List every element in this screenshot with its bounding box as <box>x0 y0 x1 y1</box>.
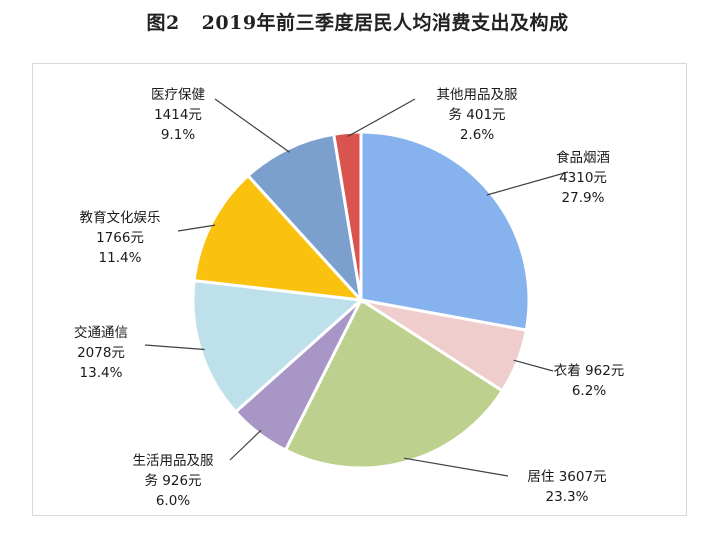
leader-line-household <box>229 429 262 461</box>
slice-label-line: 居住 3607元 <box>527 469 606 485</box>
leader-line-food <box>486 171 569 196</box>
pie-slice-medical <box>245 132 364 305</box>
slice-label-housing: 居住 3607元 23.3% <box>527 469 606 505</box>
slice-label-line: 教育文化娱乐 <box>80 210 161 226</box>
slice-label-line: 生活用品及服 <box>133 453 214 469</box>
slice-label-line: 2.6% <box>460 127 494 143</box>
pie-slice-housing <box>283 297 505 470</box>
figure-number: 图2 <box>146 12 180 34</box>
slice-label-household: 生活用品及服务 926元 6.0% <box>133 453 214 509</box>
pie-slice-food <box>359 130 531 332</box>
leader-lines <box>144 98 569 477</box>
slice-label-other: 其他用品及服务 401元 2.6% <box>437 87 518 143</box>
slice-label-transport: 交通通信 2078元 13.4% <box>74 324 128 381</box>
slice-label-line: 4310元 <box>559 170 607 186</box>
slice-label-line: 务 926元 <box>144 473 201 489</box>
slice-label-line: 1766元 <box>96 230 144 246</box>
pie-slice-other <box>332 130 363 301</box>
slice-label-line: 23.3% <box>546 489 589 505</box>
slice-label-line: 食品烟酒 <box>556 149 610 166</box>
pie-slice-education <box>192 173 365 302</box>
pie-slice-transport <box>191 278 365 414</box>
leader-line-clothing <box>513 359 554 372</box>
leader-line-transport <box>144 344 205 351</box>
chart-title: 图2 2019年前三季度居民人均消费支出及构成 <box>0 8 715 35</box>
leader-line-housing <box>404 457 509 477</box>
slice-label-education: 教育文化娱乐 1766元 11.4% <box>80 210 161 266</box>
slice-label-line: 其他用品及服 <box>437 87 518 103</box>
slice-label-line: 13.4% <box>80 365 123 381</box>
slice-label-medical: 医疗保健 1414元 9.1% <box>151 87 205 143</box>
slice-label-line: 2078元 <box>77 345 125 361</box>
pie-slices <box>191 130 531 470</box>
leader-line-other <box>347 98 416 138</box>
slice-label-line: 6.2% <box>572 383 606 399</box>
slice-label-line: 6.0% <box>156 493 190 509</box>
slice-label-line: 医疗保健 <box>151 87 205 103</box>
leader-line-medical <box>214 98 290 153</box>
leader-line-education <box>177 224 216 232</box>
slice-label-line: 11.4% <box>99 250 142 266</box>
slice-label-line: 务 401元 <box>448 107 505 123</box>
slice-label-line: 交通通信 <box>74 324 128 341</box>
title-text: 2019年前三季度居民人均消费支出及构成 <box>201 12 569 34</box>
slice-labels: 食品烟酒 4310元 27.9% 衣着 962元 6.2% 居住 3607元 23.3% 生活… <box>74 87 624 509</box>
slice-label-line: 27.9% <box>562 190 605 206</box>
slice-label-line: 衣着 962元 <box>554 362 625 379</box>
slice-label-food: 食品烟酒 4310元 27.9% <box>556 149 610 206</box>
slice-label-line: 1414元 <box>154 107 202 123</box>
slice-label-line: 9.1% <box>161 127 195 143</box>
slice-label-clothing: 衣着 962元 6.2% <box>554 362 625 399</box>
